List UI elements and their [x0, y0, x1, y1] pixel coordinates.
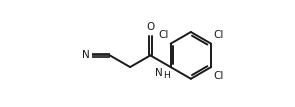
- Text: N: N: [82, 50, 90, 60]
- Text: H: H: [163, 71, 170, 80]
- Text: O: O: [146, 22, 155, 33]
- Text: N: N: [155, 68, 163, 78]
- Text: Cl: Cl: [213, 30, 224, 40]
- Text: Cl: Cl: [158, 30, 168, 40]
- Text: Cl: Cl: [213, 71, 224, 81]
